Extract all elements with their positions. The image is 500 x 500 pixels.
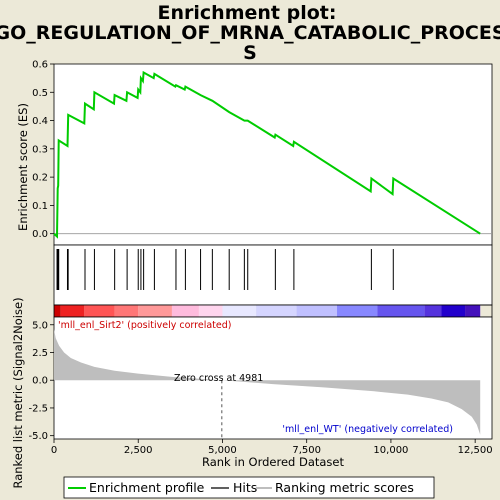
rank-y-tick-label: 5.0 <box>32 320 48 331</box>
color-bar-segment <box>138 305 172 317</box>
rank-y-tick-label: 2.5 <box>32 348 48 359</box>
color-bar-segment <box>171 305 199 317</box>
negative-correlation-label: 'mll_enl_WT' (negatively correlated) <box>282 424 453 435</box>
es-y-tick-label: 0.5 <box>32 88 48 99</box>
x-tick-label: 2,500 <box>124 445 153 456</box>
color-bar-segment <box>54 305 61 317</box>
x-axis: 0 2,500 5,000 7,500 10,000 12,500 <box>51 439 493 456</box>
color-bar-segment <box>465 305 481 317</box>
legend-box <box>63 476 435 499</box>
legend-hits-label: Hits <box>233 480 257 495</box>
x-tick-label: 5,000 <box>208 445 237 456</box>
ranking-color-bar <box>54 305 481 317</box>
x-tick-label: 0 <box>51 445 57 456</box>
enrichment-profile-line <box>53 70 481 239</box>
zero-cross-label: Zero cross at 4981 <box>174 373 263 384</box>
title-line-1: Enrichment plot: <box>158 2 337 24</box>
hit-marks <box>56 249 394 290</box>
es-y-axis-label: Enrichment score (ES) <box>16 103 30 231</box>
color-bar-segment <box>84 305 115 317</box>
es-y-tick-label: 0.4 <box>32 116 48 127</box>
hits-panel <box>53 244 493 306</box>
legend-profile-label: Enrichment profile <box>89 480 205 495</box>
rank-y-tick-label: 0.0 <box>32 376 48 387</box>
title-line-3: S <box>243 42 257 64</box>
color-bar-segment <box>222 305 257 317</box>
positive-correlation-label: 'mll_enl_Sirt2' (positively correlated) <box>58 320 231 331</box>
es-y-tick-label: 0.1 <box>32 201 48 212</box>
es-y-tick-label: 0.6 <box>32 60 48 71</box>
color-bar-segment <box>296 305 338 317</box>
rank-y-tick-label: -5.0 <box>28 431 48 442</box>
x-tick-label: 10,000 <box>373 445 408 456</box>
color-bar-segment <box>424 305 442 317</box>
legend-ranking-label: Ranking metric scores <box>275 480 414 495</box>
rank-y-tick-label: -2.5 <box>28 403 48 414</box>
ranking-metric-area <box>54 329 481 435</box>
x-tick-label: 7,500 <box>292 445 321 456</box>
x-tick-label: 12,500 <box>458 445 493 456</box>
color-bar-segment <box>256 305 297 317</box>
es-y-tick-label: 0.3 <box>32 144 48 155</box>
legend: Enrichment profile Hits Ranking metric s… <box>63 476 435 499</box>
color-bar-segment <box>337 305 378 317</box>
es-y-axis: 0.0 0.1 0.2 0.3 0.4 0.5 0.6 <box>32 60 54 240</box>
es-panel <box>53 63 493 246</box>
rank-y-axis-label: Ranked list metric (Signal2Noise) <box>11 297 25 488</box>
color-bar-segment <box>441 305 466 317</box>
color-bar-segment <box>60 305 85 317</box>
x-axis-label: Rank in Ordered Dataset <box>202 455 345 469</box>
rank-y-axis: 5.0 2.5 0.0 -2.5 -5.0 <box>28 320 54 442</box>
color-bar-segment <box>114 305 139 317</box>
es-y-tick-label: 0.2 <box>32 173 48 184</box>
title-line-2: GO_REGULATION_OF_MRNA_CATABOLIC_PROCES <box>0 22 500 44</box>
color-bar-segment <box>198 305 223 317</box>
color-bar-segment <box>377 305 425 317</box>
es-y-tick-label: 0.0 <box>32 229 48 240</box>
